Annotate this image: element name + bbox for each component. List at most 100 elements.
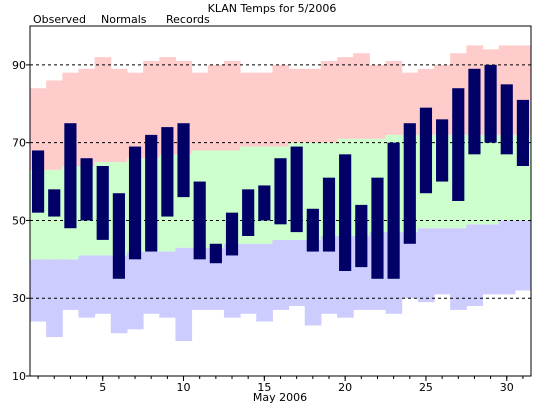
record-high-band-24 [401, 72, 419, 135]
y-tick-label-70: 70 [12, 137, 26, 150]
observed-bar-17 [290, 146, 303, 233]
observed-bar-16 [274, 158, 287, 225]
x-axis-label: May 2006 [253, 391, 307, 404]
record-high-band-6 [110, 68, 128, 163]
record-low-band-4 [78, 255, 96, 318]
record-low-band-15 [256, 243, 273, 322]
y-tick-label-90: 90 [12, 59, 26, 72]
observed-bar-19 [322, 177, 336, 252]
plot-area: 10 30 50 70 90 5 10 15 20 25 30 [12, 25, 532, 394]
record-low-band-11 [191, 247, 209, 310]
record-low-band-26 [434, 228, 451, 295]
y-tick-label-50: 50 [12, 214, 26, 227]
observed-bar-23 [387, 142, 400, 279]
observed-bar-28 [468, 68, 481, 155]
x-tick-label-25: 25 [419, 381, 433, 394]
observed-bar-22 [371, 177, 384, 279]
x-tick-label-15: 15 [257, 381, 271, 394]
record-low-band-27 [450, 228, 467, 310]
record-low-band-18 [304, 239, 322, 326]
record-high-band-19 [320, 61, 338, 143]
observed-bar-26 [436, 119, 449, 182]
record-high-band-20 [337, 57, 354, 139]
y-tick-label-10: 10 [12, 370, 26, 383]
observed-bar-13 [225, 212, 239, 256]
record-low-band-19 [320, 236, 338, 314]
record-high-band-18 [304, 68, 322, 143]
record-low-band-8 [143, 251, 160, 314]
record-high-band-13 [223, 61, 241, 151]
record-high-band-23 [385, 61, 403, 135]
observed-bar-10 [177, 123, 190, 198]
x-tick-label-30: 30 [500, 381, 514, 394]
record-low-band-28 [466, 224, 484, 306]
observed-bar-5 [96, 166, 109, 240]
observed-bar-9 [161, 127, 174, 217]
record-high-band-1 [30, 88, 47, 170]
record-high-band-22 [369, 64, 387, 139]
observed-bar-2 [48, 189, 61, 217]
chart-title: KLAN Temps for 5/2006 [208, 2, 337, 15]
observed-bar-27 [452, 88, 465, 201]
observed-bar-20 [339, 154, 352, 271]
observed-bar-24 [403, 123, 416, 244]
observed-bar-30 [500, 84, 513, 155]
legend-normals: Normals [101, 13, 147, 26]
record-low-band-14 [240, 243, 257, 314]
record-high-band-26 [434, 64, 451, 135]
record-high-band-5 [94, 57, 112, 163]
observed-bar-25 [419, 107, 433, 194]
record-low-band-16 [272, 239, 290, 310]
observed-bar-11 [193, 181, 206, 260]
normal-band-12 [207, 150, 225, 248]
record-high-band-11 [191, 72, 209, 151]
record-high-band-14 [240, 72, 257, 147]
record-low-band-9 [159, 251, 176, 318]
record-low-band-10 [175, 247, 193, 341]
record-low-band-7 [126, 251, 144, 330]
x-tick-label-10: 10 [177, 381, 191, 394]
observed-bar-8 [145, 134, 158, 252]
observed-bar-4 [80, 158, 93, 221]
record-low-band-31 [514, 220, 532, 291]
record-high-band-15 [256, 72, 273, 147]
legend-observed: Observed [33, 13, 86, 26]
legend: Observed Normals Records [33, 13, 210, 26]
observed-bar-14 [242, 189, 255, 236]
observed-bar-6 [112, 193, 125, 279]
record-low-band-29 [482, 224, 500, 295]
observed-bar-18 [306, 208, 319, 252]
observed-bar-29 [484, 64, 497, 143]
record-low-band-3 [62, 259, 79, 310]
record-high-band-17 [288, 68, 306, 143]
observed-bar-31 [516, 99, 529, 166]
record-low-band-30 [498, 220, 516, 295]
observed-bar-3 [64, 123, 77, 229]
record-low-band-24 [401, 232, 419, 299]
record-high-band-4 [78, 68, 96, 166]
record-low-band-1 [30, 259, 47, 322]
observed-bar-21 [355, 204, 368, 268]
observed-bar-15 [258, 185, 271, 221]
record-high-band-12 [207, 64, 225, 151]
observed-bar-12 [209, 243, 222, 264]
legend-records: Records [166, 13, 210, 26]
record-high-band-21 [353, 53, 370, 139]
record-high-band-2 [46, 80, 63, 170]
record-high-band-16 [272, 64, 290, 147]
y-tick-label-30: 30 [12, 292, 26, 305]
record-high-band-7 [126, 72, 144, 159]
observed-bar-7 [128, 146, 142, 260]
normal-band-30 [498, 134, 516, 221]
normal-band-29 [482, 134, 500, 225]
record-low-band-25 [417, 228, 435, 303]
record-low-band-13 [223, 243, 241, 318]
x-tick-label-5: 5 [99, 381, 106, 394]
record-high-band-8 [143, 61, 160, 159]
normal-band-28 [466, 134, 484, 225]
observed-bar-1 [32, 150, 45, 213]
record-low-band-17 [288, 239, 306, 306]
x-tick-label-20: 20 [338, 381, 352, 394]
record-low-band-5 [94, 255, 112, 314]
